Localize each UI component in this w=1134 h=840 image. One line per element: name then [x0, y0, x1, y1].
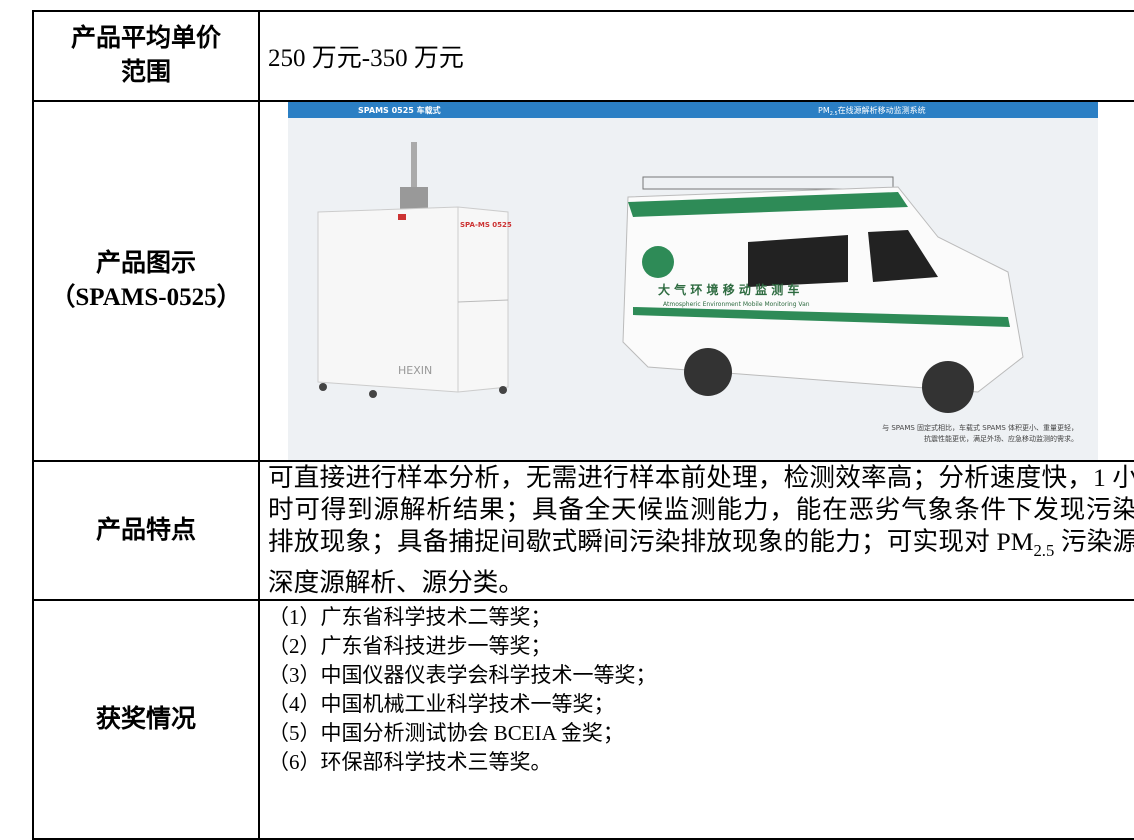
- van-stripe: [628, 192, 908, 217]
- van-logo: [642, 246, 674, 278]
- header-left: SPAMS 0525 车载式: [358, 105, 441, 115]
- award-item: （4）中国机械工业科学技术一等奖；: [268, 692, 615, 717]
- wheel: [684, 348, 732, 396]
- product-image: SPAMS 0525 车载式 PM2.5在线源解析移动监测系统 SPA-MS 0…: [288, 102, 1098, 460]
- page: 产品平均单价 范围 250 万元-350 万元 产品图示 （SPAMS-0525） …: [32, 10, 1134, 840]
- label-line: 获奖情况: [95, 705, 196, 733]
- row-label: 产品图示 （SPAMS-0525）: [32, 100, 260, 462]
- machine-knob: [398, 214, 406, 220]
- subscript: 2.5: [1033, 541, 1055, 561]
- wheel: [319, 383, 327, 391]
- text: 可直接进行样本分析，无需进行样本前处理，检测效率高；分析速度快，1 小时可得到源…: [268, 463, 1134, 556]
- label-line: （SPAMS-0525）: [50, 284, 242, 311]
- van-rack: [642, 176, 894, 190]
- label-line: 产品平均单价: [70, 25, 221, 52]
- caption: 与 SPAMS 固定式相比，车载式 SPAMS 体积更小、重量更轻，: [882, 423, 1078, 432]
- features: 可直接进行样本分析，无需进行样本前处理，检测效率高；分析速度快，1 小时可得到源…: [258, 459, 1134, 602]
- award-item: （6）环保部科学技术三等奖。: [268, 750, 552, 775]
- image-cell: SPAMS 0525 车载式 PM2.5在线源解析移动监测系统 SPA-MS 0…: [258, 100, 1134, 462]
- row-label: 产品特点: [32, 459, 260, 602]
- award-item: （2）广东省科技进步一等奖；: [268, 634, 552, 659]
- row: 获奖情况 （1）广东省科学技术二等奖； （2）广东省科技进步一等奖； （3）中国仪器…: [32, 599, 1134, 840]
- van-body: [622, 186, 1024, 393]
- award-item: （3）中国仪器仪表学会科学技术一等奖；: [268, 663, 657, 688]
- van-title: 大 气 环 境 移 动 监 测 车: [658, 282, 799, 297]
- product-table: 产品平均单价 范围 250 万元-350 万元 产品图示 （SPAMS-0525） …: [32, 10, 1134, 840]
- machine-name: HEXIN: [398, 364, 432, 377]
- van-window: [868, 230, 938, 282]
- header-right: PM2.5在线源解析移动监测系统: [818, 105, 926, 117]
- row: 产品平均单价 范围 250 万元-350 万元: [32, 10, 1134, 102]
- machine-brand: SPA-MS 0525: [460, 221, 512, 229]
- wheel: [369, 390, 377, 398]
- van-subtitle: Atmospheric Environment Mobile Monitorin…: [663, 301, 810, 308]
- wheel: [922, 361, 974, 413]
- machine-line: [457, 299, 509, 303]
- price: 250 万元-350 万元: [258, 10, 1134, 102]
- van-stripe: [633, 307, 1010, 327]
- award-item: （5）中国分析测试协会 BCEIA 金奖；: [268, 721, 624, 746]
- row-label: 获奖情况: [32, 599, 260, 840]
- van-window: [748, 235, 848, 287]
- awards: （1）广东省科学技术二等奖； （2）广东省科技进步一等奖； （3）中国仪器仪表学会科…: [258, 599, 1134, 840]
- label-line: 范围: [120, 59, 171, 86]
- image-header: [288, 102, 1098, 118]
- row: 产品特点 可直接进行样本分析，无需进行样本前处理，检测效率高；分析速度快，1 小…: [32, 459, 1134, 602]
- row: 产品图示 （SPAMS-0525） SPAMS 0525 车载式 PM2.5在线源…: [32, 100, 1134, 462]
- row-label: 产品平均单价 范围: [32, 10, 260, 102]
- award-item: （1）广东省科学技术二等奖；: [268, 605, 552, 630]
- machine-top: [400, 187, 428, 209]
- label-line: 产品特点: [95, 516, 196, 544]
- wheel: [499, 386, 507, 394]
- caption: 抗震性能更优，满足外场、应急移动监测的需求。: [924, 434, 1078, 443]
- machine-tube: [411, 142, 417, 192]
- label-line: 产品图示: [95, 250, 196, 277]
- text: 污染源深度源解析、源分类。: [268, 527, 1134, 598]
